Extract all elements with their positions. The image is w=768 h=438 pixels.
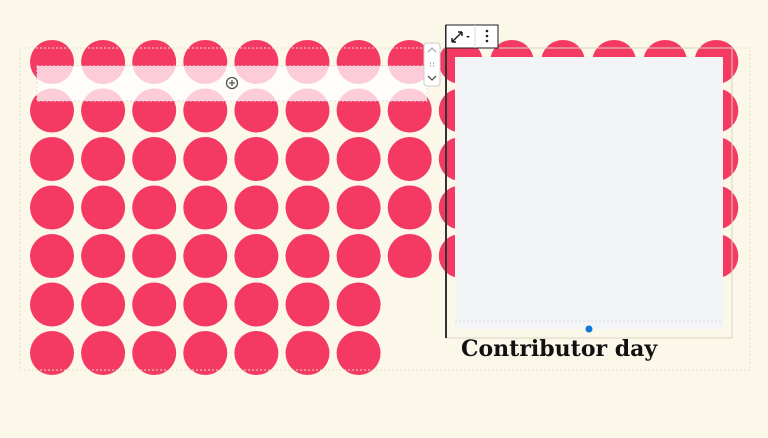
dot	[81, 282, 126, 327]
dot	[234, 137, 279, 181]
dot	[285, 282, 330, 327]
dot	[336, 331, 381, 375]
dot	[30, 137, 74, 181]
dot	[81, 185, 126, 230]
inserter-button[interactable]	[225, 76, 239, 90]
dot	[285, 185, 330, 230]
dot	[81, 137, 126, 181]
dot	[183, 234, 228, 278]
dot	[132, 331, 177, 375]
dot	[81, 331, 126, 375]
dot	[336, 137, 381, 181]
dot	[387, 185, 432, 230]
dot	[336, 185, 381, 230]
dot	[81, 234, 126, 278]
dot	[183, 331, 228, 375]
resize-handle[interactable]	[585, 325, 593, 333]
dot	[183, 137, 228, 181]
dot	[132, 234, 177, 278]
block-toolbar	[445, 24, 499, 49]
more-options-button[interactable]	[485, 29, 489, 43]
dot	[30, 331, 74, 375]
dot	[30, 185, 74, 230]
dot	[234, 185, 279, 230]
dot	[30, 234, 74, 278]
dot	[285, 234, 330, 278]
dot	[387, 137, 432, 181]
dot	[132, 282, 177, 327]
dot	[387, 234, 432, 278]
dot	[285, 331, 330, 375]
dot	[132, 185, 177, 230]
dot	[183, 185, 228, 230]
block-mover[interactable]	[423, 42, 441, 87]
toolbar-frame	[445, 24, 499, 49]
dot	[336, 282, 381, 327]
dot	[183, 282, 228, 327]
caption[interactable]: Contributor day	[461, 336, 658, 362]
dot	[234, 331, 279, 375]
dot	[234, 282, 279, 327]
dot	[336, 234, 381, 278]
dot	[132, 137, 177, 181]
image-placeholder[interactable]	[455, 57, 723, 329]
group-outline	[19, 47, 751, 371]
dot	[285, 137, 330, 181]
dot	[30, 282, 74, 327]
align-button[interactable]	[451, 31, 470, 43]
dot	[234, 234, 279, 278]
